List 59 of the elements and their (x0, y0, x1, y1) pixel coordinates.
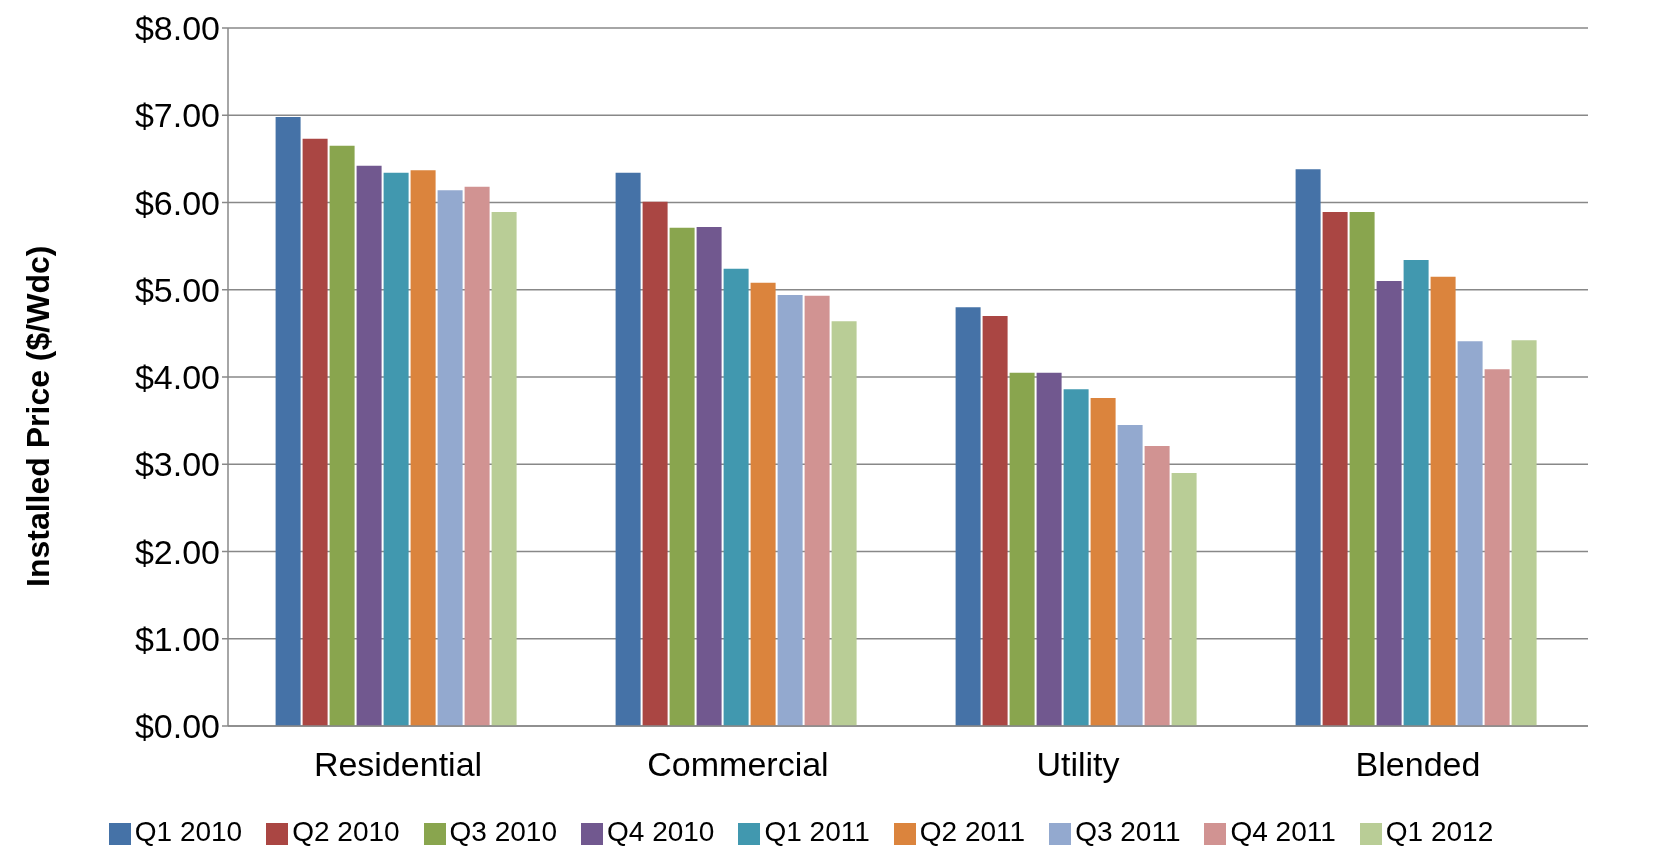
y-tick-label: $0.00 (134, 707, 220, 746)
legend-label: Q2 2011 (919, 816, 1026, 847)
bar (1036, 372, 1062, 726)
y-tick-label: $7.00 (134, 96, 220, 135)
bar (1295, 169, 1321, 726)
bar (777, 294, 803, 726)
bar (1403, 260, 1429, 726)
bar (669, 227, 695, 726)
bar (750, 282, 776, 726)
x-tick-label: Utility (1036, 745, 1120, 784)
bar (1090, 397, 1116, 726)
y-axis-title: Installed Price ($/Wdc) (20, 245, 57, 587)
bar (1457, 341, 1483, 726)
bar (723, 268, 749, 726)
bar (831, 321, 857, 726)
bar (982, 315, 1008, 726)
bar (615, 172, 641, 726)
legend-label: Q4 2011 (1230, 816, 1336, 847)
x-tick-label: Residential (313, 745, 483, 784)
legend-label: Q3 2011 (1075, 816, 1181, 847)
bar (1171, 472, 1197, 726)
x-tick-label: Commercial (647, 745, 829, 784)
bar (1322, 212, 1348, 726)
bar (955, 307, 981, 726)
bar (1376, 281, 1402, 726)
y-tick-label: $4.00 (134, 358, 220, 397)
legend-label: Q2 2010 (292, 816, 400, 847)
legend-label: Q1 2010 (134, 816, 243, 847)
bar (491, 212, 517, 726)
bar (410, 170, 436, 726)
y-tick-label: $8.00 (134, 9, 220, 48)
bar (804, 295, 830, 726)
bar (464, 186, 490, 726)
bar (1063, 389, 1089, 726)
bar (383, 172, 409, 726)
bar (329, 145, 355, 726)
legend-label: Q1 2011 (764, 816, 870, 847)
bar (356, 165, 382, 726)
bar (1349, 212, 1375, 726)
legend-label: Q1 2012 (1385, 816, 1494, 847)
bar (1117, 424, 1143, 726)
bar (1511, 340, 1537, 726)
bar (642, 201, 668, 726)
y-tick-label: $2.00 (134, 532, 220, 571)
y-tick-label: $5.00 (134, 270, 220, 309)
bar (275, 117, 301, 726)
y-tick-label: $1.00 (134, 619, 220, 658)
legend-label: Q4 2010 (607, 816, 715, 847)
bar (302, 138, 328, 726)
x-tick-label: Blended (1355, 745, 1481, 784)
bar (1484, 369, 1510, 726)
y-tick-label: $6.00 (134, 183, 220, 222)
legend-label: Q3 2010 (449, 816, 558, 847)
bar (1144, 445, 1170, 726)
bar (1430, 276, 1456, 726)
y-tick-label: $3.00 (134, 445, 220, 484)
bar (1009, 372, 1035, 726)
bar (696, 226, 722, 726)
bar (437, 190, 463, 726)
